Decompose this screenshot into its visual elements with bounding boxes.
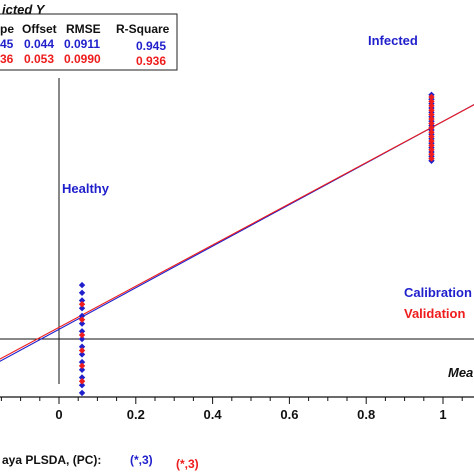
legend-calibration: Calibration bbox=[404, 285, 472, 300]
regression-lines-layer bbox=[0, 104, 474, 362]
stats-val-slope: 36 bbox=[0, 52, 14, 66]
stats-val-rsquare: 0.936 bbox=[136, 54, 166, 68]
footer-pc-validation: (*,3) bbox=[176, 457, 199, 471]
point-validation bbox=[428, 146, 435, 153]
x-tick-label: 1 bbox=[439, 407, 446, 422]
point-validation bbox=[428, 98, 435, 105]
points-layer bbox=[78, 91, 435, 397]
point-validation bbox=[78, 378, 86, 385]
point-validation bbox=[78, 331, 86, 339]
stats-cal-rmse: 0.0911 bbox=[64, 37, 100, 51]
point-validation bbox=[428, 151, 435, 158]
point-calibration bbox=[78, 351, 86, 358]
point-calibration bbox=[78, 374, 86, 381]
x-tick-label: 0.2 bbox=[127, 407, 145, 422]
point-validation bbox=[428, 120, 435, 127]
stats-cal-rsquare: 0.945 bbox=[136, 39, 166, 53]
point-validation bbox=[78, 362, 86, 370]
point-validation bbox=[428, 124, 435, 131]
point-calibration bbox=[78, 335, 86, 343]
point-calibration bbox=[78, 343, 86, 350]
point-validation bbox=[428, 111, 435, 118]
y-axis-title: icted Y bbox=[2, 2, 46, 17]
point-calibration bbox=[78, 358, 86, 366]
point-calibration bbox=[78, 281, 86, 289]
point-calibration bbox=[78, 297, 86, 304]
point-validation bbox=[428, 129, 435, 136]
regression-line-calibration bbox=[0, 104, 474, 362]
point-validation bbox=[428, 102, 435, 109]
x-tick-label: 0 bbox=[55, 407, 62, 422]
stats-table-border bbox=[0, 13, 178, 71]
point-calibration bbox=[78, 320, 86, 327]
point-calibration bbox=[78, 366, 86, 373]
regression-line-validation bbox=[0, 104, 474, 360]
x-axis-title: Mea bbox=[448, 365, 473, 380]
x-tick-label: 0.4 bbox=[204, 407, 223, 422]
point-validation bbox=[78, 301, 86, 308]
legend-validation: Validation bbox=[404, 306, 465, 321]
stats-val-offset: 0.053 bbox=[24, 52, 54, 66]
point-calibration bbox=[78, 382, 86, 389]
point-validation bbox=[428, 115, 435, 123]
stats-cal-slope: 45 bbox=[0, 37, 14, 51]
stats-header-slope: pe bbox=[0, 22, 14, 36]
footer-method-label: aya PLSDA, (PC): bbox=[2, 453, 101, 467]
x-tick-label: 0.6 bbox=[280, 407, 298, 422]
stats-table: pe Offset RMSE R-Square 45 0.044 0.0911 … bbox=[0, 13, 178, 71]
point-validation bbox=[78, 347, 86, 354]
footer-pc-calibration: (*,3) bbox=[130, 453, 153, 467]
point-calibration bbox=[78, 305, 86, 312]
point-validation bbox=[428, 133, 435, 140]
point-validation bbox=[78, 316, 86, 323]
point-calibration bbox=[78, 312, 86, 320]
point-validation bbox=[428, 93, 435, 101]
class-label-healthy: Healthy bbox=[62, 181, 110, 196]
point-validation bbox=[428, 155, 435, 162]
stats-header-offset: Offset bbox=[22, 22, 57, 36]
stats-val-rmse: 0.0990 bbox=[64, 52, 101, 66]
point-validation bbox=[428, 142, 435, 149]
point-calibration bbox=[78, 389, 86, 397]
x-tick-label: 0.8 bbox=[357, 407, 375, 422]
point-calibration bbox=[78, 289, 86, 296]
stats-header-rmse: RMSE bbox=[66, 22, 101, 36]
point-calibration bbox=[78, 328, 86, 335]
point-validation bbox=[428, 107, 435, 114]
stats-cal-offset: 0.044 bbox=[24, 37, 54, 51]
stats-header-rsquare: R-Square bbox=[116, 22, 170, 36]
point-validation bbox=[428, 137, 435, 145]
axes-layer: 0 0.2 0.4 0.6 0.8 1 bbox=[0, 78, 474, 422]
class-label-infected: Infected bbox=[368, 33, 418, 48]
